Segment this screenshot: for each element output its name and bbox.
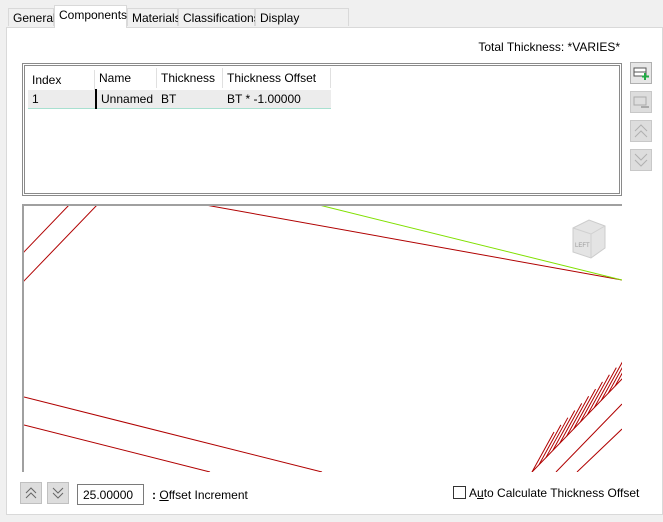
cell-thickness-offset[interactable]: BT * -1.00000 <box>227 92 301 106</box>
add-component-button[interactable] <box>630 62 652 84</box>
cell-name[interactable]: Unnamed <box>95 89 153 109</box>
cell-index: 1 <box>32 92 39 106</box>
offset-increment-input[interactable] <box>77 484 144 505</box>
cell-thickness[interactable]: BT <box>161 92 177 106</box>
remove-component-button[interactable] <box>630 91 652 113</box>
label-text: ffset Increment <box>168 488 248 502</box>
double-chevron-up-icon <box>634 124 648 138</box>
hatch-line <box>531 431 555 472</box>
hatch-line <box>566 395 590 437</box>
auto-calculate-label[interactable]: Auto Calculate Thickness Offset <box>469 486 639 500</box>
column-header-name[interactable]: Name <box>95 68 157 88</box>
double-chevron-down-icon <box>52 487 64 499</box>
remove-component-icon <box>633 96 649 108</box>
component-line <box>576 428 622 472</box>
double-chevron-down-icon <box>634 153 648 167</box>
hatch-line <box>573 388 596 430</box>
table-row[interactable]: 1 Unnamed BT BT * -1.00000 <box>28 89 331 109</box>
component-line <box>24 396 323 472</box>
auto-calculate-checkbox[interactable] <box>453 486 466 499</box>
highlight-line <box>320 206 622 281</box>
label-accesskey: u <box>477 486 484 500</box>
component-line <box>24 424 211 472</box>
column-header-thickness[interactable]: Thickness <box>157 68 223 88</box>
component-line <box>24 206 97 282</box>
preview-drawing[interactable]: LEFT <box>22 204 622 472</box>
total-thickness: Total Thickness: *VARIES* <box>478 40 620 54</box>
hatch-line <box>586 374 610 416</box>
offset-up-button[interactable] <box>20 482 42 504</box>
offset-down-button[interactable] <box>47 482 69 504</box>
hatch-line <box>538 424 562 466</box>
component-line <box>24 206 69 253</box>
tab-classifications[interactable]: Classifications <box>178 8 260 26</box>
components-table: Index Name Thickness Thickness Offset 1 … <box>22 63 622 196</box>
hatch-line <box>552 410 576 451</box>
total-thickness-label: Total Thickness: <box>478 40 565 54</box>
hatch-line <box>559 403 583 444</box>
hatch-line <box>614 372 622 387</box>
hatch-line <box>593 367 617 408</box>
tab-general[interactable]: General <box>8 8 56 26</box>
total-thickness-value: *VARIES* <box>567 40 620 54</box>
double-chevron-up-icon <box>25 487 37 499</box>
component-hatch <box>531 361 622 472</box>
viewcube[interactable]: LEFT <box>572 219 606 259</box>
hatch-line <box>545 417 569 458</box>
hatch-line <box>607 367 622 394</box>
tab-components[interactable]: Components <box>54 5 127 28</box>
move-component-down-button[interactable] <box>630 149 652 171</box>
component-line <box>208 206 622 281</box>
move-component-up-button[interactable] <box>630 120 652 142</box>
column-header-thickness-offset[interactable]: Thickness Offset <box>223 68 331 88</box>
tab-materials[interactable]: Materials <box>127 8 181 26</box>
hatch-line <box>580 381 603 423</box>
column-header-index[interactable]: Index <box>28 70 95 90</box>
label-accesskey: O <box>159 488 169 502</box>
viewcube-face-label: LEFT <box>575 243 590 249</box>
label-colon: : <box>152 488 160 502</box>
tab-display-properties[interactable]: Display Properties <box>255 8 349 43</box>
label-text: A <box>469 486 478 500</box>
hatch-line <box>600 361 622 401</box>
add-component-icon <box>633 67 649 80</box>
offset-increment-label: : Offset Increment <box>152 488 248 502</box>
preview-viewport[interactable]: LEFT <box>22 204 622 472</box>
label-text: to Calculate Thickness Offset <box>483 486 640 500</box>
